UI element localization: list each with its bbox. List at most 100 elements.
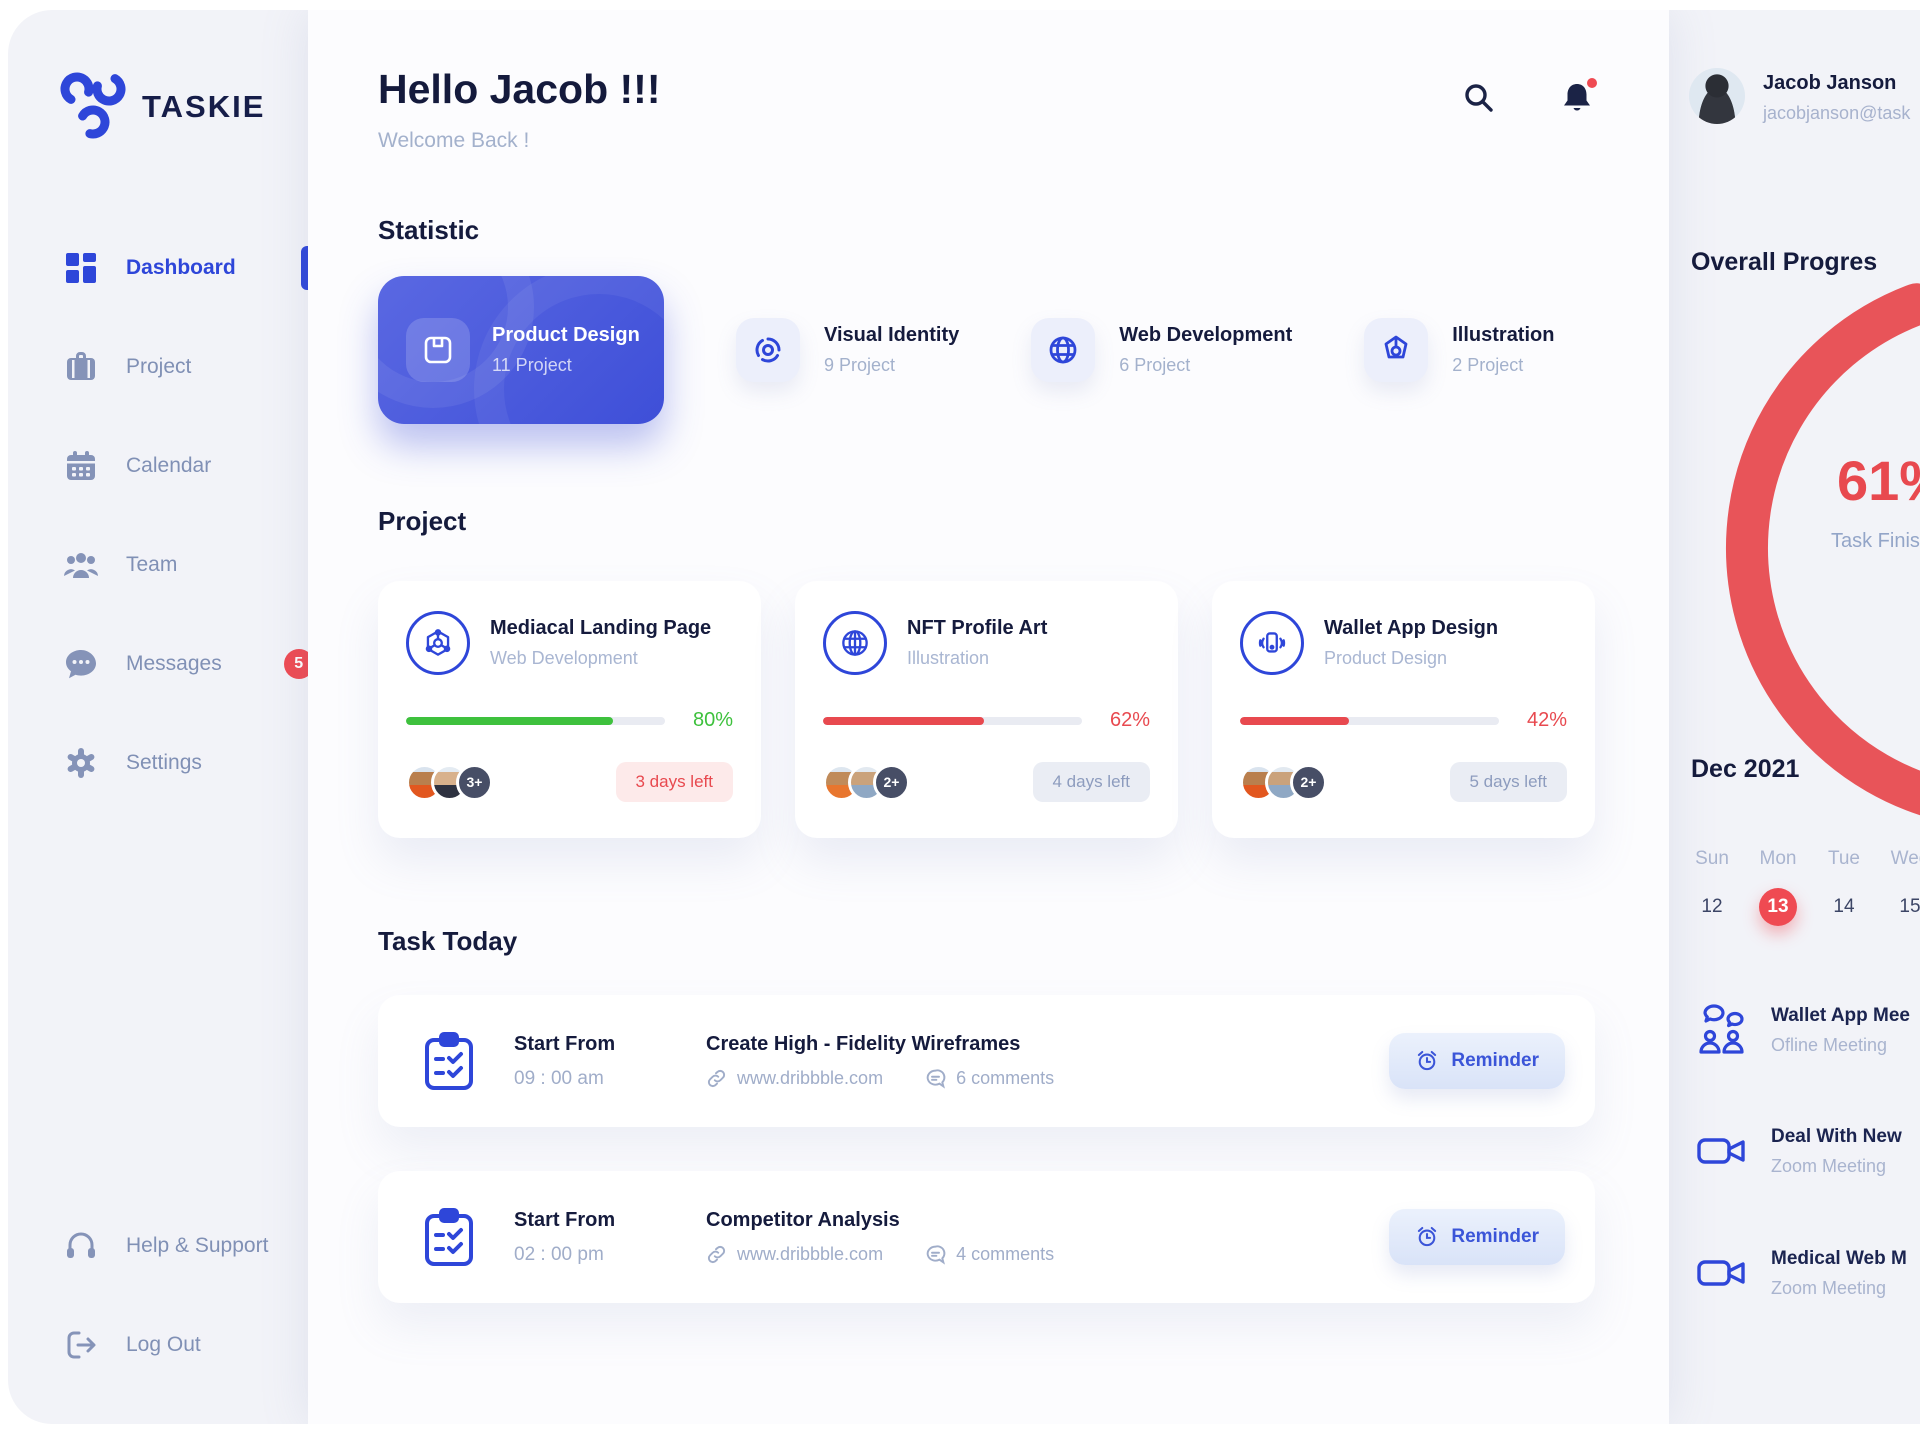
progress-ring-arc [1726,267,1920,829]
video-camera-icon [1695,1246,1749,1300]
brand-logo: TASKIE [8,10,308,142]
meeting-item-wallet-app[interactable]: Wallet App Mee Ofline Meeting [1695,1003,1920,1057]
task-link-text: www.dribbble.com [737,1244,884,1264]
project-title: NFT Profile Art [907,617,1048,639]
sidebar-item-calendar[interactable]: Calendar [8,416,308,515]
days-left-badge: 5 days left [1449,762,1567,802]
globe-icon [1031,318,1096,382]
days-left-badge: 4 days left [1032,762,1150,802]
project-title: Mediacal Landing Page [490,617,712,639]
notification-dot [1587,78,1597,88]
sidebar-nav: Dashboard Project [8,218,314,812]
sidebar: TASKIE Dashboard Project [8,10,314,1424]
reminder-button[interactable]: Reminder [1389,1033,1565,1089]
gear-icon [64,746,98,780]
clipboard-task-icon [422,1030,476,1092]
sidebar-item-settings[interactable]: Settings [8,713,308,812]
hexagon-network-icon [406,611,470,675]
task-start-label: Start From [514,1032,616,1055]
calendar-date[interactable]: 14 [1833,896,1855,917]
link-icon [707,1069,726,1088]
progress-fill [406,716,614,725]
sidebar-item-logout[interactable]: Log Out [8,1295,308,1394]
sidebar-item-project[interactable]: Project [8,317,308,416]
project-category: Web Development [490,648,638,668]
project-card-wallet-app[interactable]: Wallet App Design Product Design 42% 2+ [1212,581,1595,838]
meeting-item-medical-web[interactable]: Medical Web M Zoom Meeting [1695,1246,1920,1300]
taskie-logo-icon [60,72,126,139]
calendar-date[interactable]: 13 [1745,886,1811,928]
project-category: Illustration [907,648,990,668]
stat-card-title: Product Design [492,324,640,346]
reminder-button-label: Reminder [1451,1226,1539,1247]
task-row-wireframes[interactable]: Start From 09 : 00 am Create High - Fide… [378,995,1595,1127]
search-icon[interactable] [1461,80,1497,116]
globe-icon [823,611,887,675]
meeting-item-deal[interactable]: Deal With New Zoom Meeting [1695,1124,1920,1178]
stat-card-title: Illustration [1452,324,1555,346]
sidebar-item-label: Dashboard [126,255,236,279]
user-avatar [1689,68,1745,124]
meeting-subtitle: Ofline Meeting [1771,1034,1888,1055]
link-icon [707,1245,726,1264]
calendar-day-name: Tue [1827,848,1861,869]
project-card-medical-landing[interactable]: Mediacal Landing Page Web Development 80… [378,581,761,838]
sidebar-item-label: Team [126,552,178,576]
calendar-date[interactable]: 15 [1899,896,1920,917]
stat-card-subtitle: 11 Project [492,355,572,375]
project-cards-row: Mediacal Landing Page Web Development 80… [378,581,1595,838]
clipboard-task-icon [422,1206,476,1268]
task-link-text: www.dribbble.com [737,1068,884,1088]
progress-bar [406,716,665,725]
calendar-date[interactable]: 12 [1701,896,1723,917]
progress-bar [823,716,1082,725]
meeting-subtitle: Zoom Meeting [1771,1277,1887,1298]
sidebar-item-label: Help & Support [126,1233,269,1257]
reminder-button[interactable]: Reminder [1389,1209,1565,1265]
comment-icon [926,1245,946,1265]
stat-card-subtitle: 9 Project [824,355,896,375]
sidebar-item-label: Log Out [126,1332,201,1356]
task-comments[interactable]: 6 comments [925,1068,1054,1089]
chat-icon [64,647,98,681]
project-card-nft-profile[interactable]: NFT Profile Art Illustration 62% 2+ [795,581,1178,838]
task-comments[interactable]: 4 comments [925,1244,1054,1265]
page-title: Hello Jacob !!! [378,66,661,112]
overall-progress-percent: 61% [1837,449,1920,512]
sidebar-item-help-support[interactable]: Help & Support [8,1196,308,1295]
task-start-label: Start From [514,1208,616,1231]
extra-members-count: 2+ [873,763,910,801]
page-subtitle: Welcome Back ! [378,129,530,152]
task-row-competitor-analysis[interactable]: Start From 02 : 00 pm Competitor Analysi… [378,1171,1595,1303]
sidebar-item-dashboard[interactable]: Dashboard [8,218,308,317]
task-comments-text: 4 comments [956,1244,1055,1264]
user-profile[interactable]: Jacob Janson jacobjanson@task [1689,68,1920,124]
logout-icon [64,1328,98,1362]
stat-card-visual-identity[interactable]: Visual Identity 9 Project [736,318,959,382]
user-email: jacobjanson@task [1763,103,1911,123]
member-avatars: 2+ [823,763,910,801]
task-title: Competitor Analysis [706,1209,900,1231]
sidebar-item-messages[interactable]: Messages 5 [8,614,314,713]
main-content: Hello Jacob !!! Welcome Back ! Statistic [308,10,1669,1424]
extra-members-count: 3+ [456,763,493,801]
sidebar-footer: Help & Support Log Out [8,1196,308,1394]
days-left-badge: 3 days left [615,762,733,802]
comment-icon [926,1069,946,1089]
app-window: TASKIE Dashboard Project [8,10,1920,1424]
stat-card-web-development[interactable]: Web Development 6 Project [1031,318,1292,382]
progress-label: 42% [1526,709,1567,731]
stat-card-product-design[interactable]: Product Design 11 Project [378,276,664,424]
calendar-day-names: Sun Mon Tue Wed [1679,848,1920,870]
sidebar-item-team[interactable]: Team [8,515,308,614]
task-link[interactable]: www.dribbble.com [706,1068,883,1089]
calendar-day-name: Wed [1890,848,1920,869]
team-icon [64,548,98,582]
task-link[interactable]: www.dribbble.com [706,1244,883,1265]
dashboard-grid-icon [64,251,98,285]
notification-bell-icon[interactable] [1559,78,1597,116]
sidebar-item-label: Messages [126,651,222,675]
main-header: Hello Jacob !!! Welcome Back ! [378,66,1597,153]
overall-progress-ring [1726,267,1920,829]
stat-card-illustration[interactable]: Illustration 2 Project [1364,318,1554,382]
